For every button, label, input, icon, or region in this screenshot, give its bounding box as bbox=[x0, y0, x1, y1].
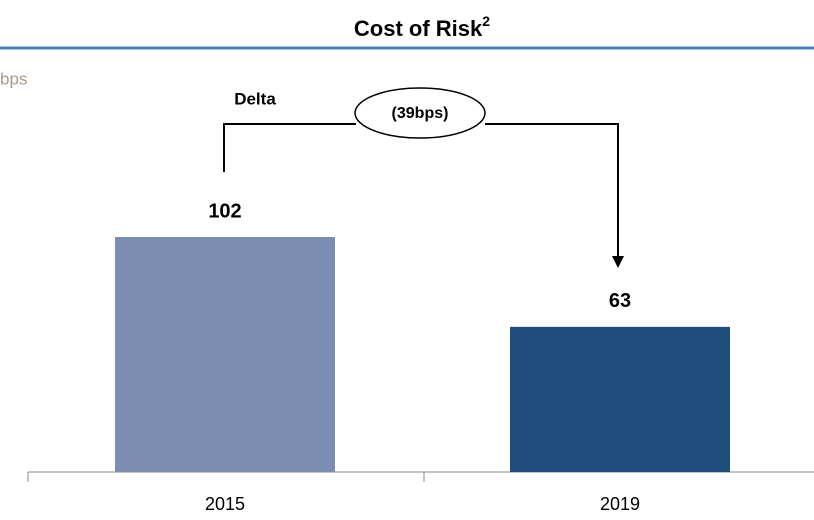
chart-title: Cost of Risk2 bbox=[354, 13, 490, 41]
title-footnote: 2 bbox=[482, 13, 490, 29]
value-label: 102 bbox=[208, 200, 241, 222]
bracket-right bbox=[485, 123, 619, 258]
x-tick-label: 2019 bbox=[600, 494, 640, 514]
bar bbox=[115, 237, 335, 472]
title-text: Cost of Risk bbox=[354, 16, 483, 41]
unit-label: bps bbox=[0, 69, 27, 88]
value-label: 63 bbox=[609, 290, 631, 312]
delta-ellipse bbox=[354, 87, 486, 139]
delta-bracket bbox=[223, 87, 619, 258]
bar bbox=[510, 326, 730, 472]
arrow-head bbox=[612, 256, 624, 268]
x-tick-label: 2015 bbox=[205, 494, 245, 514]
bracket-left bbox=[223, 123, 356, 172]
delta-value: (39bps) bbox=[392, 105, 449, 122]
delta-label: Delta bbox=[234, 89, 276, 108]
